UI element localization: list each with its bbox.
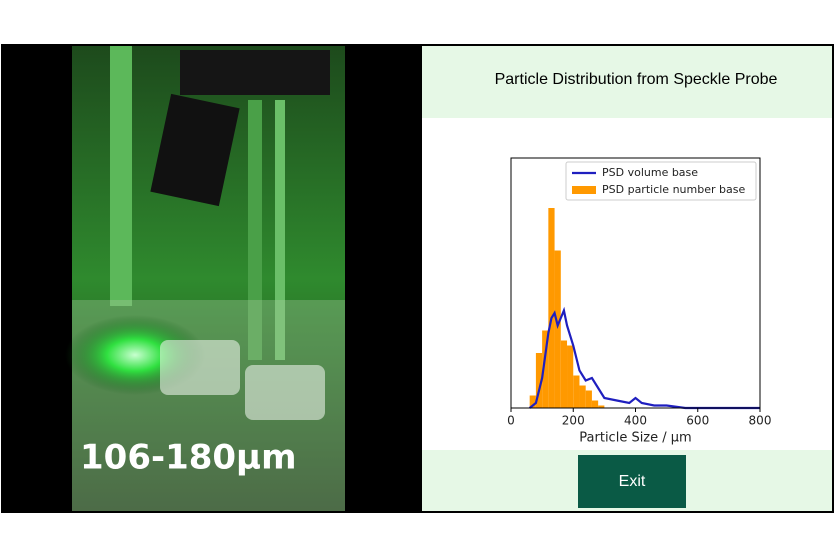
exit-button-label[interactable]: Exit: [619, 473, 646, 490]
histogram-bar: [591, 400, 599, 408]
histogram-bar: [598, 405, 605, 408]
histogram-bar: [535, 353, 543, 408]
histogram-bar: [579, 385, 586, 408]
x-tick-label: 400: [624, 414, 647, 428]
histogram-bar: [567, 345, 574, 408]
rod: [248, 100, 262, 360]
legend-box: [565, 161, 757, 201]
histogram-bar: [560, 340, 568, 408]
exit-button[interactable]: Exit: [578, 455, 686, 508]
rod: [275, 100, 285, 360]
x-tick-label: 800: [749, 414, 772, 428]
tray: [160, 340, 240, 395]
histogram-bar: [529, 395, 536, 408]
legend-swatch: [572, 186, 596, 194]
lens: [180, 50, 330, 95]
tray: [245, 365, 325, 420]
exit-button-bg[interactable]: [578, 455, 686, 508]
camera: [150, 93, 240, 207]
video-overlay-text: 106-180µm: [80, 438, 297, 478]
legend: PSD volume base PSD particle number base: [565, 161, 757, 201]
video-panel: 106-180µm: [65, 46, 345, 511]
header-title: Particle Distribution from Speckle Probe: [495, 71, 778, 88]
chart: 0 200 400 600 800 Particle Size / µm PSD volum…: [507, 157, 772, 446]
line: [528, 306, 760, 410]
x-axis-label: Particle Size / µm: [579, 431, 691, 446]
histogram-bar: [548, 208, 555, 408]
x-tick-label: 600: [686, 414, 709, 428]
histogram-bar: [542, 330, 549, 408]
legend-label: PSD volume base: [602, 166, 698, 179]
histogram-bar: [585, 390, 592, 408]
histogram-bar: [554, 250, 561, 408]
x-tick-label: 0: [507, 414, 515, 428]
legend-label: PSD particle number base: [602, 183, 745, 196]
histogram-bar: [573, 375, 580, 408]
rod: [110, 46, 132, 306]
x-tick-label: 200: [562, 414, 585, 428]
header-bar: [422, 46, 832, 118]
